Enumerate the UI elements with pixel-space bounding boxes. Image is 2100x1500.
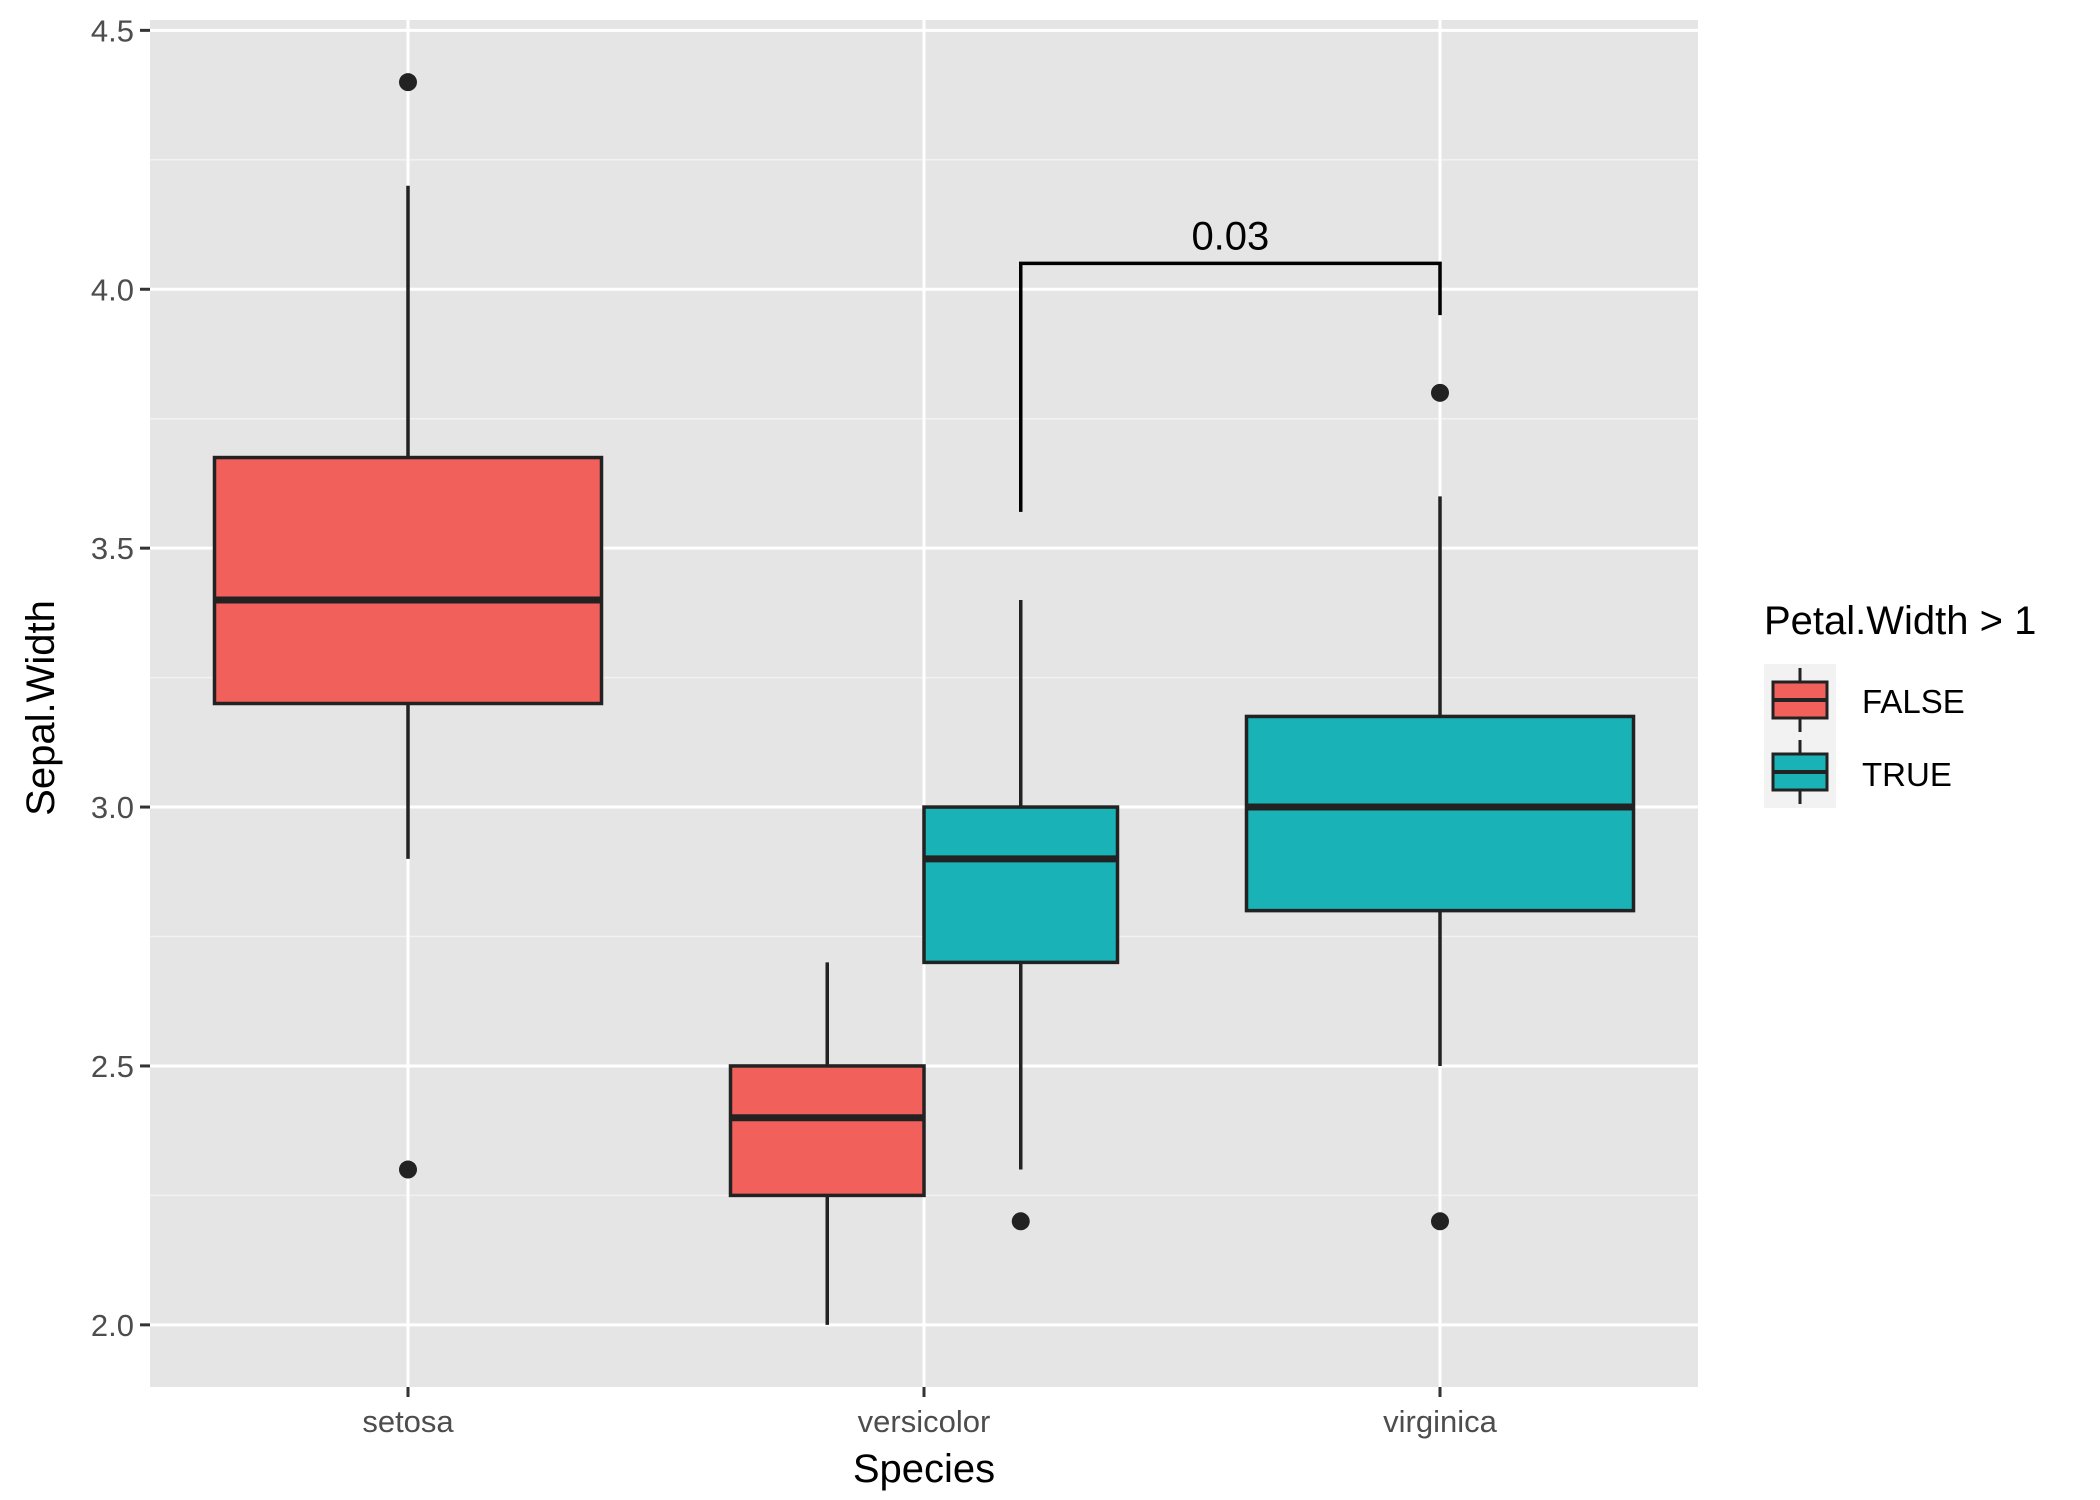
legend-keys xyxy=(1764,664,1836,808)
box-setosa-false xyxy=(212,73,604,1179)
p-value-label: 0.03 xyxy=(1191,214,1269,258)
box-iqr xyxy=(212,455,604,706)
legend-key-true xyxy=(1764,736,1836,808)
box-iqr xyxy=(922,805,1120,965)
box-iqr xyxy=(1244,714,1636,913)
outlier-point xyxy=(399,73,417,92)
annotation-layer: 0.03 xyxy=(1019,214,1442,512)
boxes xyxy=(212,73,1636,1325)
legend: Petal.Width > 1 FALSE TRUE xyxy=(1764,599,2036,808)
y-tick-label: 3.0 xyxy=(91,790,134,825)
y-tick-label: 4.5 xyxy=(91,13,134,48)
y-tick-label: 3.5 xyxy=(91,531,134,566)
box-virginica-true xyxy=(1244,383,1636,1231)
outlier-point xyxy=(1011,1212,1030,1231)
legend-label-false: FALSE xyxy=(1862,683,1965,720)
legend-label-true: TRUE xyxy=(1862,756,1952,793)
significance-bracket: 0.03 xyxy=(1019,214,1442,512)
x-tick-label: virginica xyxy=(1383,1404,1497,1439)
y-axis-title: Sepal.Width xyxy=(19,600,63,816)
y-tick-label: 2.0 xyxy=(91,1308,134,1343)
outlier-point xyxy=(399,1160,417,1179)
x-tick-label: versicolor xyxy=(858,1404,991,1439)
box-versicolor-true xyxy=(922,599,1120,1231)
legend-key-false xyxy=(1764,664,1836,736)
x-tick-label: setosa xyxy=(362,1404,454,1439)
box-iqr xyxy=(728,1064,926,1198)
axes: 2.0 2.5 3.0 3.5 4.0 4.5 setosa versicolor virgin… xyxy=(91,13,1498,1439)
y-tick-label: 4.0 xyxy=(91,272,134,307)
x-axis-title: Species xyxy=(853,1447,995,1491)
outlier-point xyxy=(1431,383,1449,402)
bracket-line xyxy=(1019,261,1442,512)
y-tick-label: 2.5 xyxy=(91,1049,134,1084)
outlier-point xyxy=(1431,1212,1449,1231)
box-versicolor-false xyxy=(728,962,926,1325)
legend-title: Petal.Width > 1 xyxy=(1764,599,2036,643)
